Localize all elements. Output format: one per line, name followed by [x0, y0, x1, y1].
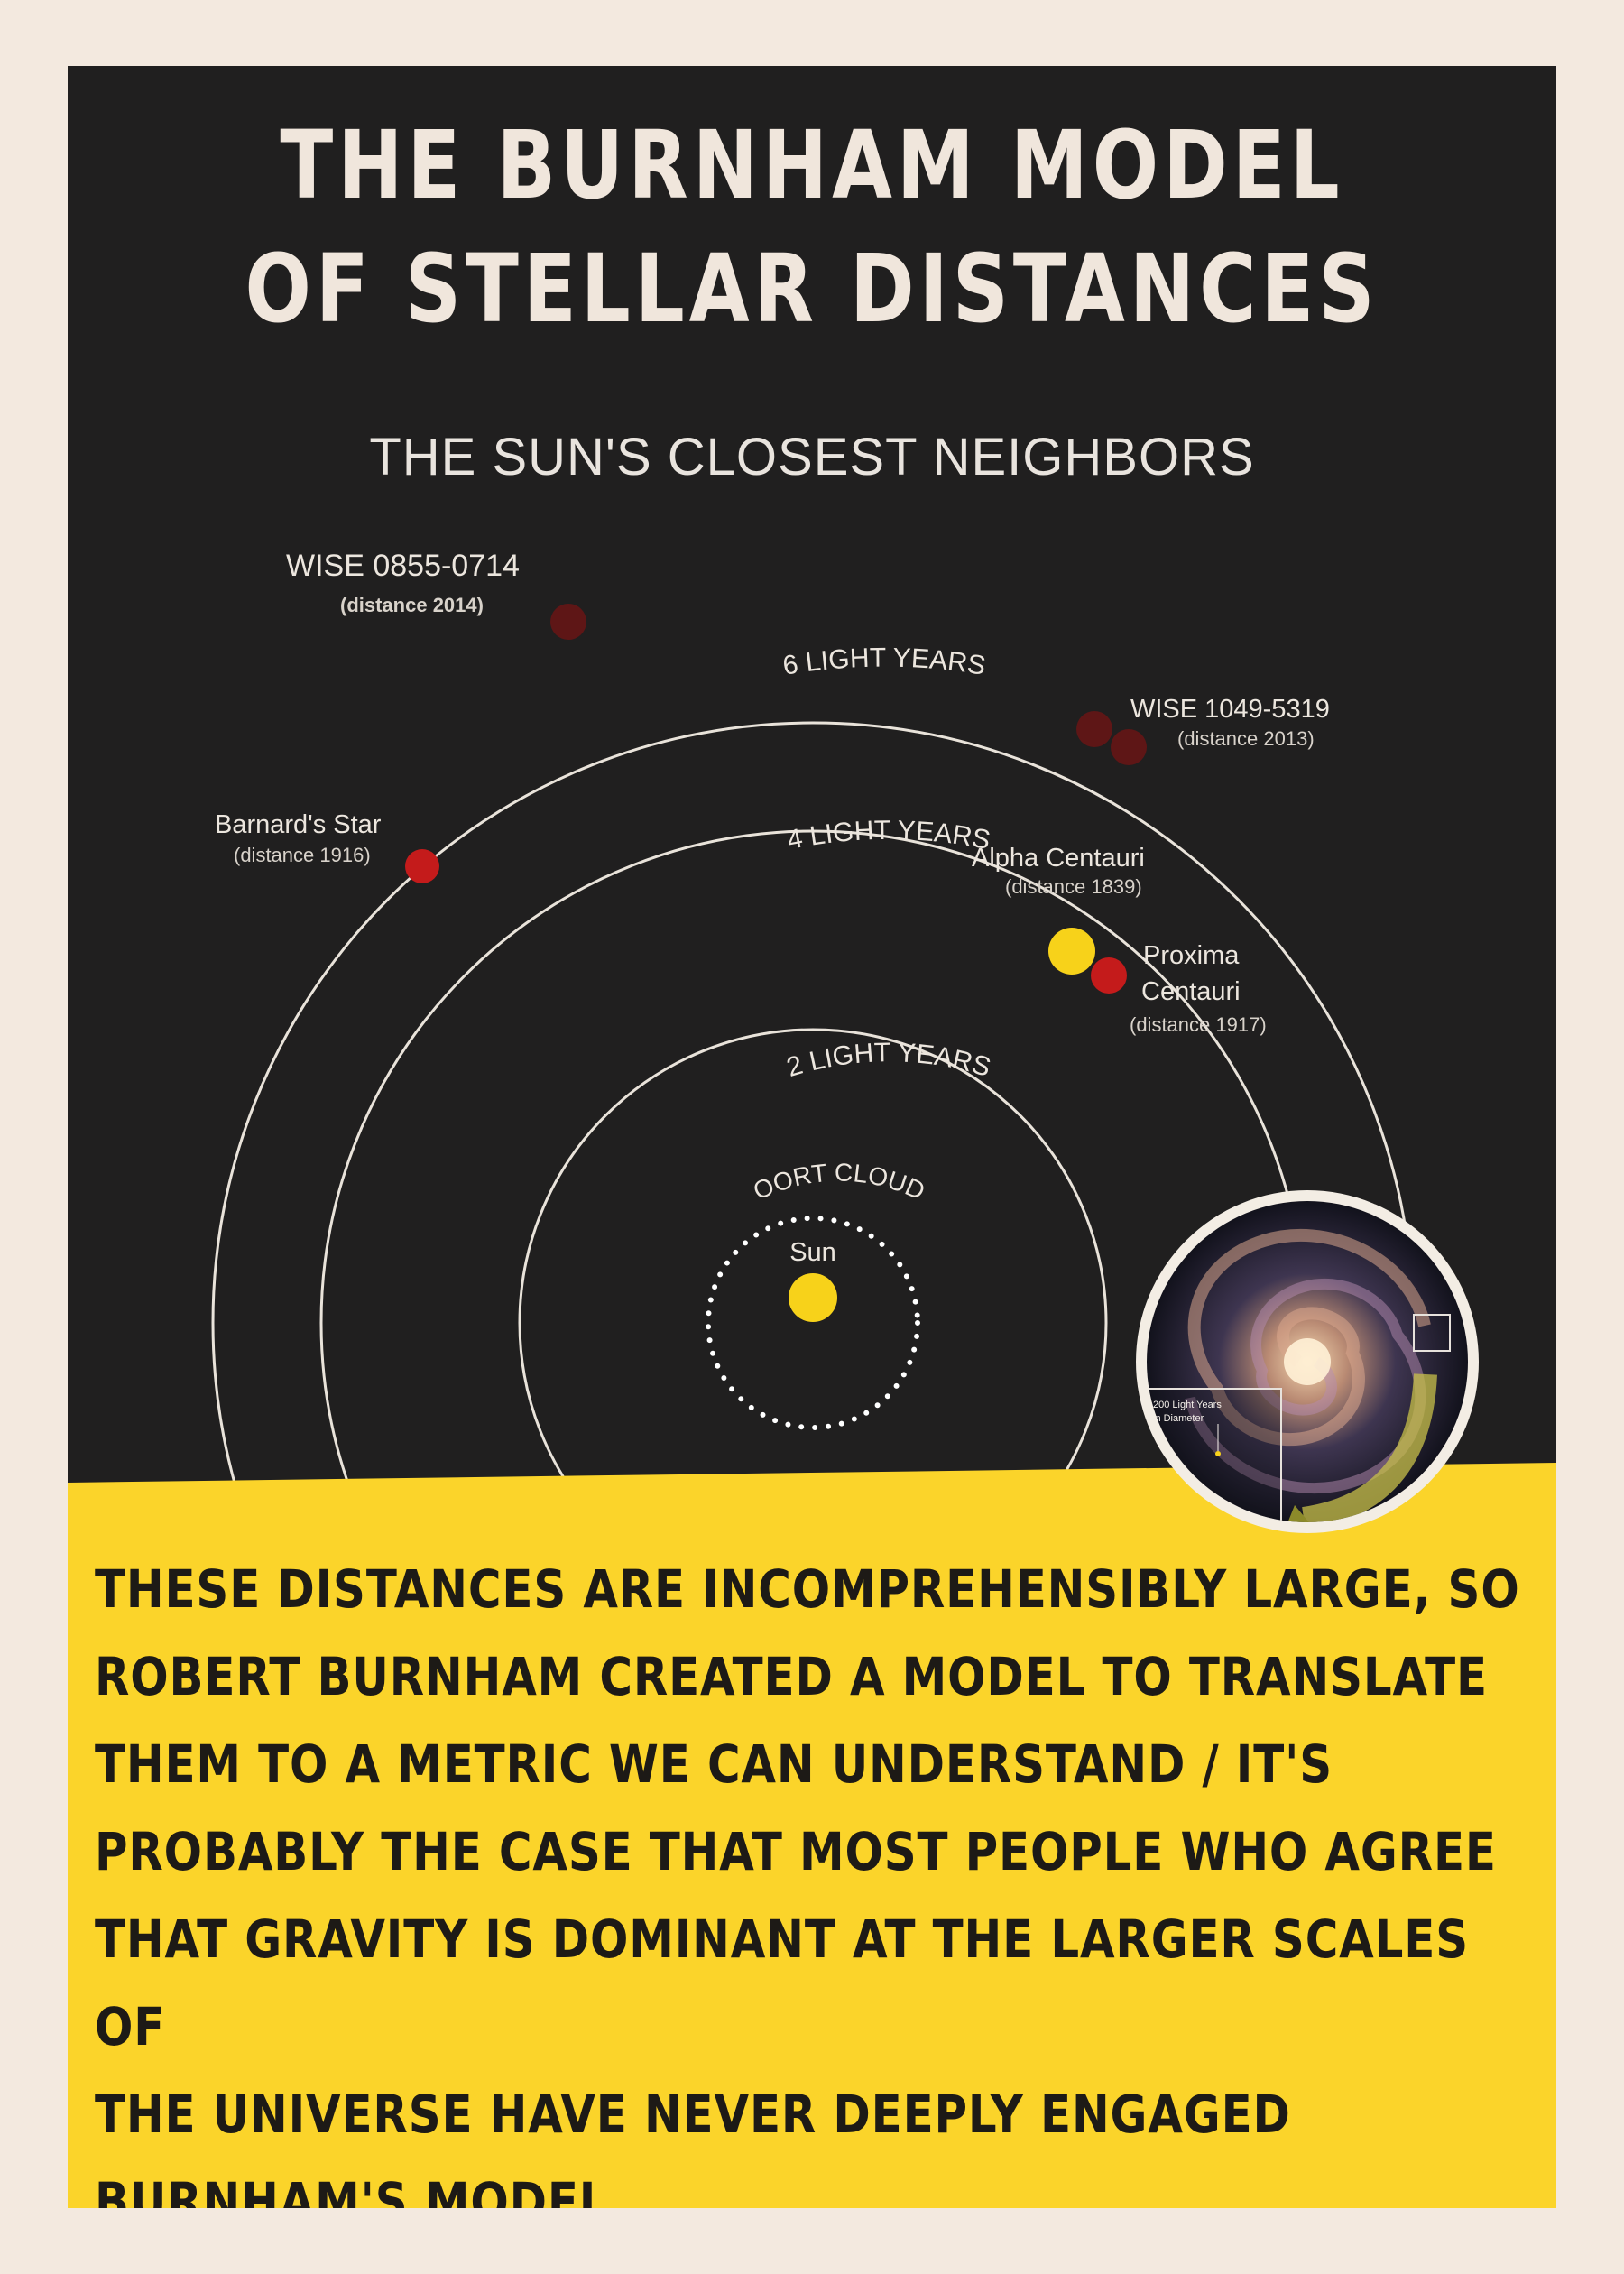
body-line: ROBERT BURNHAM CREATED A MODEL TO TRANSL…	[95, 1646, 1488, 1707]
body-line: PROBABLY THE CASE THAT MOST PEOPLE WHO A…	[95, 1821, 1497, 1882]
ring-label-2: 2 LIGHT YEARS	[783, 1038, 994, 1083]
sun-label: Sun	[789, 1238, 836, 1267]
title-line-1: THE BURNHAM MODEL	[280, 110, 1344, 220]
subtitle: THE SUN'S CLOSEST NEIGHBORS	[369, 428, 1255, 486]
wise-1049-name: WISE 1049-5319	[1130, 695, 1330, 724]
wise-1049-year: (distance 2013)	[1177, 727, 1315, 750]
body-line: THE UNIVERSE HAVE NEVER DEEPLY ENGAGED	[95, 2084, 1291, 2145]
ring-label-6: 6 LIGHT YEARS	[780, 643, 987, 681]
galaxy-label-line-2: in Diameter	[1153, 1413, 1204, 1424]
galaxy-label-line-1: 200 Light Years	[1153, 1400, 1222, 1410]
body-line: THAT GRAVITY IS DOMINANT AT THE LARGER S…	[95, 1909, 1470, 2057]
text-panel	[68, 1463, 1556, 2208]
proxima-centauri-year: (distance 1917)	[1130, 1013, 1267, 1036]
galaxy-inset: 200 Light Years in Diameter	[1136, 1190, 1479, 1533]
body-line: THESE DISTANCES ARE INCOMPREHENSIBLY LAR…	[95, 1558, 1520, 1620]
oort-cloud-ring	[706, 1216, 920, 1430]
sun-dot	[789, 1273, 837, 1322]
ring-label-4: 4 LIGHT YEARS	[785, 816, 993, 855]
alpha-centauri-dot	[1048, 928, 1095, 975]
distance-diagram: 6 LIGHT YEARS 4 LIGHT YEARS 2 LIGHT YEAR…	[68, 604, 1556, 2208]
wise-0855-dot	[550, 604, 586, 640]
wise-0855-year: (distance 2014)	[340, 594, 484, 616]
alpha-centauri-name: Alpha Centauri	[972, 844, 1145, 873]
oort-cloud-label: OORT CLOUD	[749, 1159, 929, 1206]
body-line: THEM TO A METRIC WE CAN UNDERSTAND / IT'…	[95, 1733, 1333, 1795]
proxima-centauri-name-line-2: Centauri	[1141, 977, 1241, 1006]
alpha-centauri-year: (distance 1839)	[1005, 875, 1142, 898]
zoom-box-small	[1413, 1314, 1451, 1352]
body-text: THESE DISTANCES ARE INCOMPREHENSIBLY LAR…	[95, 1546, 1538, 2208]
body-line: BURNHAM'S MODEL	[95, 2171, 609, 2208]
wise-0855-name: WISE 0855-0714	[286, 549, 520, 583]
proxima-centauri-name-line-1: Proxima	[1143, 941, 1240, 970]
barnards-star-year: (distance 1916)	[234, 844, 371, 866]
title-line-2: OF STELLAR DISTANCES	[245, 234, 1379, 344]
wise-1049-dot-a	[1076, 711, 1112, 747]
proxima-centauri-dot	[1091, 957, 1127, 994]
barnards-star-dot	[405, 849, 439, 883]
poster: 6 LIGHT YEARS 4 LIGHT YEARS 2 LIGHT YEAR…	[68, 66, 1556, 2208]
barnards-star-name: Barnard's Star	[215, 810, 382, 839]
wise-1049-dot-b	[1111, 729, 1147, 765]
